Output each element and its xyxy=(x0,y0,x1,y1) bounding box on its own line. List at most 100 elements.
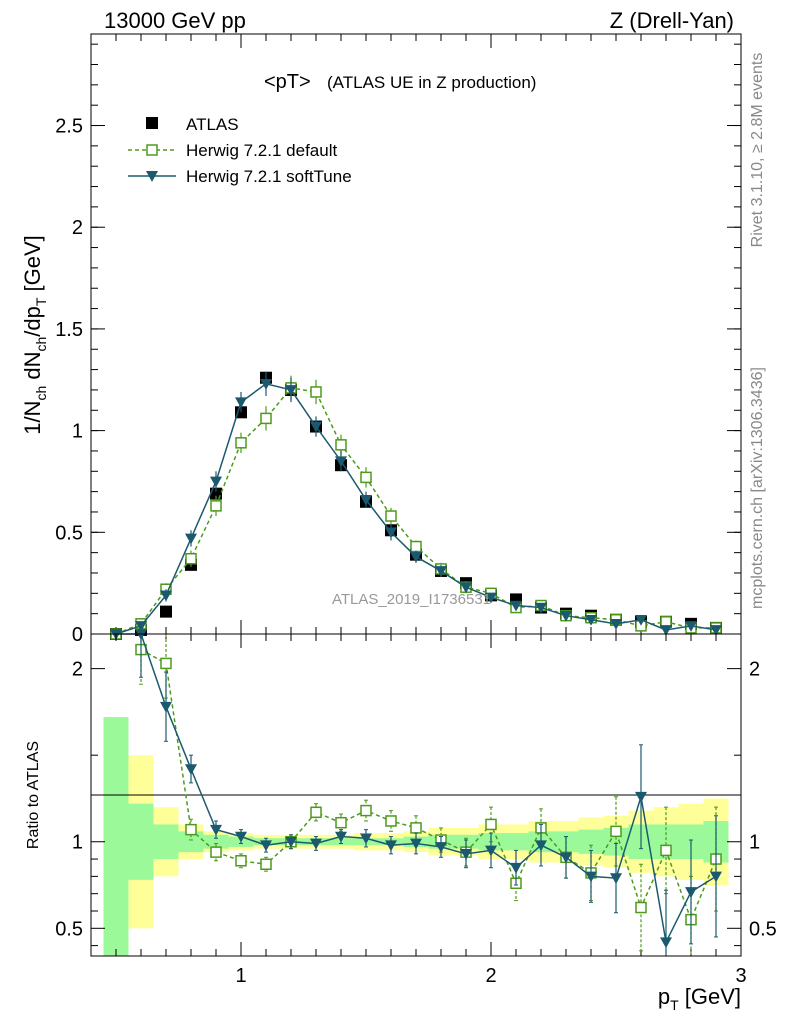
ratio-inner-band xyxy=(153,824,179,860)
main-title-sub: (ATLAS UE in Z production) xyxy=(327,73,536,92)
main-data-series xyxy=(110,371,722,640)
ratio-series-line-0 xyxy=(140,648,717,922)
analysis-watermark: ATLAS_2019_I1736531 xyxy=(332,591,491,608)
main-point-default xyxy=(310,386,322,398)
main-point-softtune xyxy=(585,614,597,626)
main-point-softtune xyxy=(210,476,222,488)
main-point-softtune xyxy=(535,602,547,614)
ratio-y-axis-label: Ratio to ATLAS xyxy=(25,741,42,849)
main-point-softtune xyxy=(560,610,572,622)
ratio-point-default xyxy=(360,804,372,817)
ratio-point-softtune xyxy=(135,629,147,640)
ratio-point-softtune xyxy=(635,791,647,803)
ratio-point-default xyxy=(485,818,497,831)
ratio-point-softtune xyxy=(210,824,222,836)
main-plot-panel: 0 0.5 1 1.5 2 2.5 <pT> (ATLAS UE in Z product… xyxy=(20,33,742,646)
ratio-point-softtune xyxy=(310,838,322,850)
main-point-softtune xyxy=(135,621,147,632)
ratio-point-softtune xyxy=(585,871,597,883)
main-y-tick-label: 2 xyxy=(72,217,83,239)
ratio-point-softtune xyxy=(485,845,497,857)
ratio-inner-band xyxy=(128,803,154,880)
ratio-point-softtune xyxy=(235,831,247,843)
main-y-tick-label: 1 xyxy=(72,421,83,443)
ratio-point-default xyxy=(610,825,622,838)
main-point-default xyxy=(235,437,247,449)
main-point-softtune xyxy=(185,533,197,545)
ratio-point-softtune xyxy=(560,852,572,864)
main-axis-ticks: 0 0.5 1 1.5 2 2.5 xyxy=(55,34,742,646)
ratio-plot-panel: 0.5 0.5 1 1 2 2 1 2 3 Ratio to ATLAS pT [GeV] xyxy=(25,629,777,1013)
ratio-point-softtune xyxy=(385,840,397,852)
ratio-y-tick-label-right: 1 xyxy=(749,832,760,854)
main-point-softtune xyxy=(310,421,322,433)
x-axis-label: pT [GeV] xyxy=(658,984,741,1013)
legend-softtune-marker xyxy=(146,171,158,182)
main-point-softtune xyxy=(660,625,672,636)
ratio-y-tick-label: 0.5 xyxy=(55,918,83,940)
ratio-point-softtune xyxy=(360,833,372,845)
ratio-point-default xyxy=(310,806,322,819)
ratio-y-tick-label-right: 0.5 xyxy=(749,918,777,940)
ratio-point-softtune xyxy=(685,887,697,898)
main-point-default xyxy=(260,412,272,425)
main-point-softtune xyxy=(385,527,397,539)
main-y-tick-label: 1.5 xyxy=(55,319,83,341)
x-tick-label: 3 xyxy=(735,965,746,987)
main-point-softtune xyxy=(685,621,697,632)
main-point-default xyxy=(385,510,397,522)
ratio-inner-band xyxy=(503,833,529,851)
main-point-softtune xyxy=(635,614,647,626)
legend-softtune-label: Herwig 7.2.1 softTune xyxy=(186,167,352,186)
main-point-softtune xyxy=(460,582,472,594)
ratio-point-softtune xyxy=(260,840,272,852)
main-point-softtune xyxy=(235,397,247,409)
ratio-point-softtune xyxy=(610,873,622,885)
main-point-atlas xyxy=(160,605,172,618)
main-point-default xyxy=(210,500,222,512)
ratio-point-default xyxy=(335,816,347,829)
ratio-point-softtune xyxy=(410,838,422,850)
main-title: <pT> (ATLAS UE in Z production) xyxy=(264,71,536,93)
ratio-point-softtune xyxy=(185,764,197,776)
ratio-inner-band xyxy=(178,831,204,853)
mcplots-label: mcplots.cern.ch [arXiv:1306.3436] xyxy=(749,367,766,609)
ratio-point-default xyxy=(210,846,222,858)
main-point-default xyxy=(360,471,372,484)
ratio-point-default xyxy=(635,901,647,914)
main-point-softtune xyxy=(510,600,522,612)
legend-atlas-label: ATLAS xyxy=(186,115,239,134)
main-y-axis-label: 1/Nch dNch/dpT [GeV] xyxy=(20,235,49,435)
main-point-softtune xyxy=(360,494,372,506)
ratio-inner-band xyxy=(203,834,229,849)
ratio-point-softtune xyxy=(510,862,522,874)
main-y-tick-label: 2.5 xyxy=(55,116,83,138)
header-left: 13000 GeV pp xyxy=(104,8,246,33)
ratio-point-softtune xyxy=(660,937,672,949)
main-point-softtune xyxy=(435,566,447,577)
ratio-point-default xyxy=(260,858,272,870)
ratio-point-default xyxy=(185,823,197,836)
x-tick-label: 2 xyxy=(485,965,496,987)
ratio-point-default xyxy=(410,822,422,834)
ratio-point-default xyxy=(235,855,247,867)
ratio-plot-frame xyxy=(90,633,742,957)
ratio-point-default xyxy=(160,657,172,670)
main-point-softtune xyxy=(335,456,347,468)
ratio-point-softtune xyxy=(710,871,722,883)
ratio-point-softtune xyxy=(335,831,347,843)
ratio-point-softtune xyxy=(435,842,447,853)
main-point-softtune xyxy=(260,379,272,390)
legend-atlas-marker xyxy=(146,117,158,129)
x-axis-label-text: pT [GeV] xyxy=(658,984,741,1013)
ratio-point-default xyxy=(660,844,672,857)
ratio-axis-ticks: 0.5 0.5 1 1 2 2 1 2 3 xyxy=(55,634,777,987)
main-point-softtune xyxy=(160,590,172,602)
legend: ATLAS Herwig 7.2.1 default Herwig 7.2.1 … xyxy=(128,115,352,186)
main-y-tick-label: 0 xyxy=(72,624,83,646)
main-y-axis-label-text: 1/Nch dNch/dpT [GeV] xyxy=(20,235,49,435)
main-point-softtune xyxy=(285,385,297,396)
main-point-softtune xyxy=(710,625,722,636)
main-title-pt: <pT> xyxy=(264,71,311,93)
